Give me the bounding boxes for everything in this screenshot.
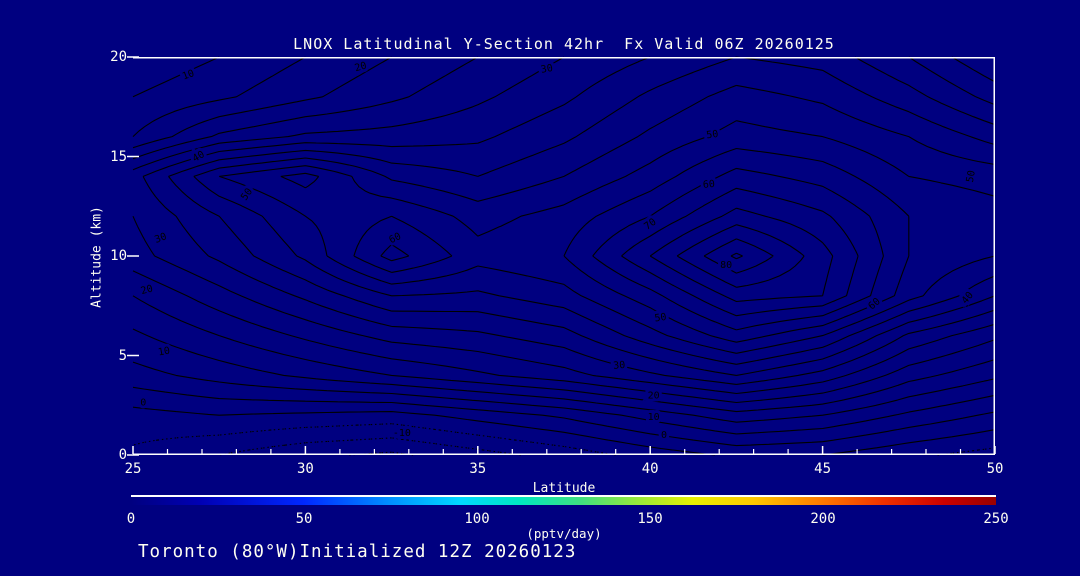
y-tick-label: 20 bbox=[110, 49, 127, 65]
contour-line bbox=[676, 224, 805, 288]
contour-label: -10 bbox=[393, 428, 411, 439]
contour-label: 80 bbox=[720, 260, 732, 271]
contour-label: 30 bbox=[153, 231, 168, 245]
x-tick-label: 30 bbox=[296, 461, 314, 477]
colorbar-tick-label: 100 bbox=[464, 511, 490, 527]
contour-line bbox=[142, 56, 996, 385]
colorbar-tick-label: 0 bbox=[126, 511, 136, 527]
contour-line bbox=[168, 56, 996, 376]
y-tick-label: 5 bbox=[118, 347, 127, 364]
y-tick-label: 0 bbox=[118, 447, 127, 463]
contour-label: 20 bbox=[140, 283, 154, 297]
y-tick-label: 10 bbox=[110, 248, 127, 264]
contour-line bbox=[219, 120, 996, 354]
x-major-ticks bbox=[132, 446, 996, 454]
y-tick-label: 15 bbox=[110, 148, 127, 165]
contour-label: 10 bbox=[157, 346, 171, 359]
x-tick-label: 35 bbox=[469, 461, 487, 477]
contour-label: 40 bbox=[191, 149, 207, 165]
contour-line bbox=[703, 238, 774, 274]
colorbar-units-label: (pptv/day) bbox=[526, 526, 602, 541]
colorbar-top-line bbox=[131, 495, 996, 497]
contour-line bbox=[132, 56, 996, 413]
init-info-text: Toronto (80°W)Initialized 12Z 20260123 bbox=[138, 542, 577, 562]
contour-line bbox=[649, 207, 834, 303]
contour-line bbox=[132, 56, 996, 423]
contour-label: 30 bbox=[613, 360, 626, 372]
contour-label: 60 bbox=[702, 179, 715, 191]
x-tick-label: 50 bbox=[986, 461, 1004, 477]
colorbar-tick-label: 50 bbox=[295, 511, 313, 527]
contour-line bbox=[132, 56, 996, 395]
x-tick-label: 25 bbox=[124, 461, 142, 477]
contour-line bbox=[132, 386, 996, 447]
contour-line bbox=[193, 84, 996, 365]
colorbar-tick-label: 200 bbox=[810, 511, 836, 527]
contour-label: 10 bbox=[181, 68, 196, 82]
contour-label: 10 bbox=[648, 412, 660, 423]
contour-line bbox=[132, 56, 996, 404]
contour-label: 60 bbox=[866, 296, 882, 312]
contour-label: 30 bbox=[540, 63, 554, 76]
contour-line bbox=[132, 406, 996, 456]
contour-label: 0 bbox=[661, 430, 667, 441]
contour-label: 20 bbox=[648, 390, 660, 401]
chart-title: LNOX Latitudinal Y-Section 42hr Fx Valid… bbox=[293, 35, 835, 53]
x-tick-label: 45 bbox=[814, 461, 832, 477]
contour-label: 70 bbox=[642, 217, 658, 233]
x-axis-label: Latitude bbox=[532, 481, 596, 496]
contour-line bbox=[621, 187, 859, 317]
y-major-ticks bbox=[127, 56, 139, 456]
colorbar-gradient bbox=[131, 497, 996, 505]
colorbar-tick-label: 150 bbox=[637, 511, 663, 527]
contour-label: 50 bbox=[706, 129, 719, 142]
contour-line bbox=[380, 167, 884, 331]
contour-line bbox=[219, 437, 521, 456]
contour-line bbox=[132, 423, 996, 456]
contour-label: 50 bbox=[965, 170, 978, 184]
contour-label: 0 bbox=[140, 397, 146, 408]
contour-label: 60 bbox=[387, 231, 403, 246]
contour-line bbox=[280, 147, 910, 343]
contour-line bbox=[132, 56, 996, 435]
contour-label: 50 bbox=[654, 312, 667, 325]
colorbar-tick-label: 250 bbox=[983, 511, 1009, 527]
x-minor-ticks bbox=[166, 449, 962, 454]
contour-line bbox=[730, 252, 743, 260]
x-tick-label: 40 bbox=[641, 461, 659, 477]
y-axis-label: Altitude (km) bbox=[89, 206, 105, 308]
